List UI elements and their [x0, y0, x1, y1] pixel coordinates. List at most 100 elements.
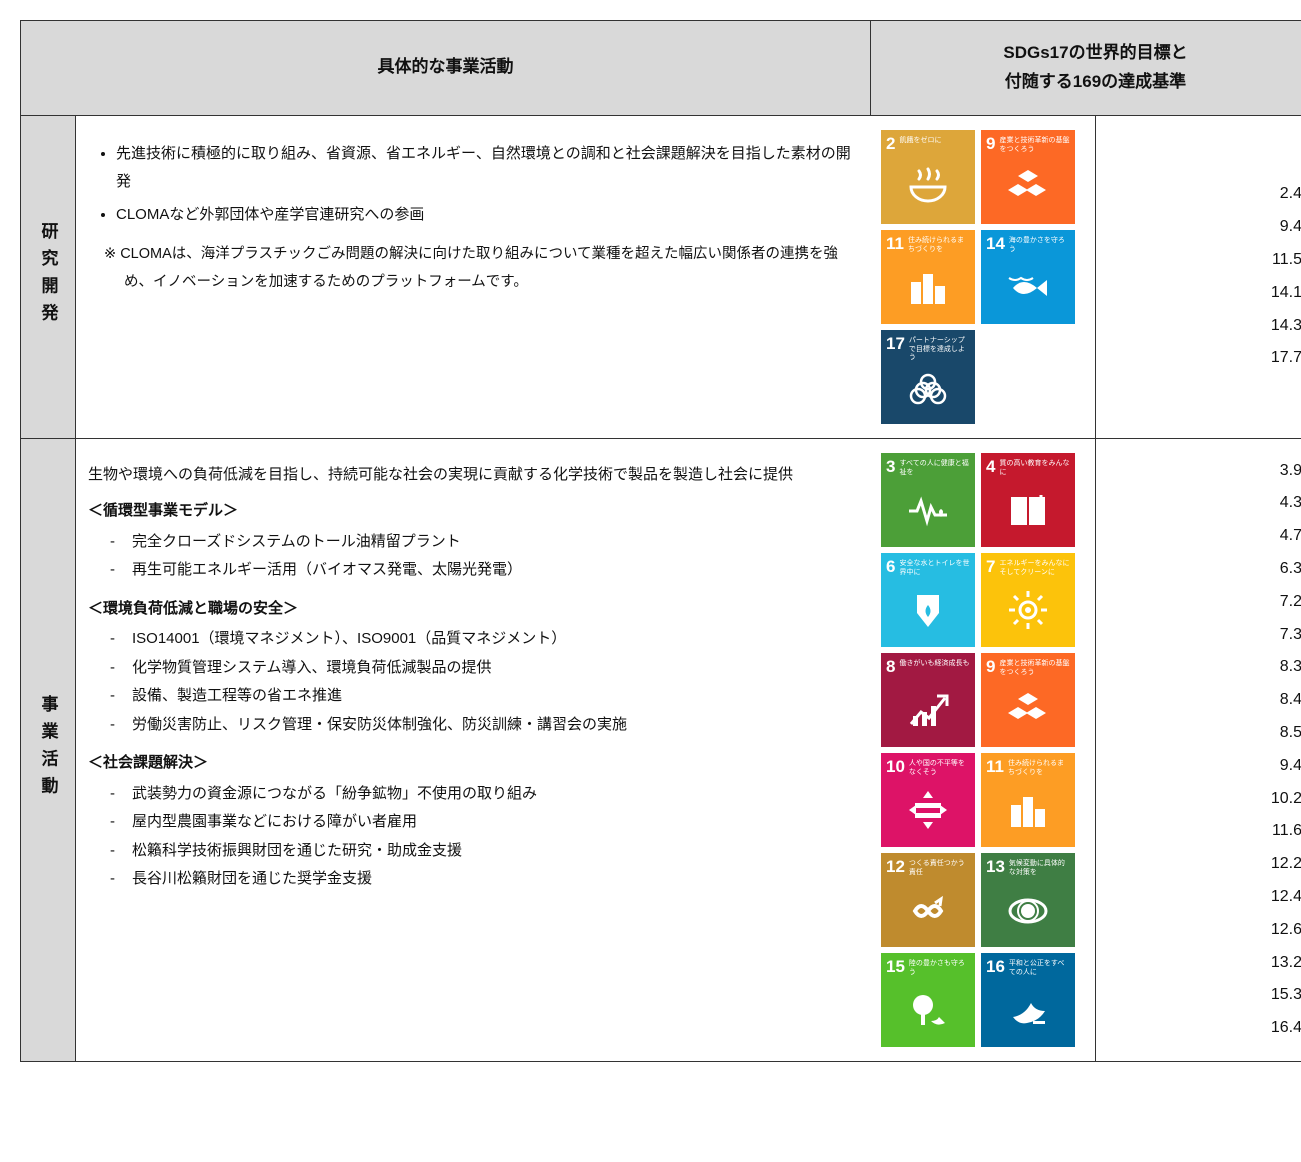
sdg-tile-num: 17	[886, 335, 905, 352]
target-value: 8.5	[1280, 717, 1301, 750]
target-value: 15.3	[1271, 979, 1301, 1012]
header-sdgs: SDGs17の世界的目標と 付随する169の達成基準	[871, 21, 1301, 116]
sdg-tile-num: 12	[886, 858, 905, 875]
row2-targets: 3.94.34.76.37.27.38.38.48.59.410.211.612…	[1096, 439, 1301, 1061]
sdg-tile-12: 12つくる責任つかう責任	[881, 853, 975, 947]
sdg-tile-icon	[886, 675, 970, 743]
sdg-tile-11: 11住み続けられるまちづくりを	[981, 753, 1075, 847]
sdg-tile-label: 産業と技術革新の基盤をつくろう	[999, 660, 1070, 678]
target-value: 14.1	[1271, 277, 1301, 310]
target-value: 12.4	[1271, 881, 1301, 914]
list-item: 労働災害防止、リスク管理・保安防災体制強化、防災訓練・講習会の実施	[132, 711, 851, 740]
sdg-tile-icon	[886, 477, 970, 543]
row1-label: 研究開発	[21, 116, 76, 439]
row1-tiles: 2飢餓をゼロに9産業と技術革新の基盤をつくろう11住み続けられるまちづくりを 14…	[871, 116, 1096, 439]
target-value: 12.2	[1271, 848, 1301, 881]
target-value: 16.4	[1271, 1012, 1301, 1045]
sdg-tile-num: 13	[986, 858, 1005, 875]
section-heading: ＜環境負荷低減と職場の安全＞	[88, 595, 851, 624]
target-value: 12.6	[1271, 914, 1301, 947]
sdg-tile-9: 9産業と技術革新の基盤をつくろう	[981, 653, 1075, 747]
sdg-tile-icon	[886, 877, 970, 943]
sdg-tile-16: 16平和と公正をすべての人に	[981, 953, 1075, 1047]
sdg-tile-icon	[986, 254, 1070, 320]
target-value: 8.4	[1280, 684, 1301, 717]
sdg-tile-4: 4質の高い教育をみんなに	[981, 453, 1075, 547]
section-heading: ＜社会課題解決＞	[88, 749, 851, 778]
sdg-tile-10: 10人や国の不平等をなくそう	[881, 753, 975, 847]
row2-label: 事業活動	[21, 439, 76, 1061]
sdg-tile-num: 3	[886, 458, 895, 475]
sdg-tile-label: 気候変動に具体的な対策を	[1009, 860, 1070, 878]
sdg-tile-17: 17パートナーシップで目標を達成しよう	[881, 330, 975, 424]
list-item: ISO14001（環境マネジメント）、ISO9001（品質マネジメント）	[132, 625, 851, 654]
target-value: 13.2	[1271, 947, 1301, 980]
sdg-tile-icon	[986, 777, 1070, 843]
sdg-tile-num: 4	[986, 458, 995, 475]
list-item: 化学物質管理システム導入、環境負荷低減製品の提供	[132, 654, 851, 683]
sdgs-activity-table: 具体的な事業活動 SDGs17の世界的目標と 付随する169の達成基準 研究開発…	[20, 20, 1301, 1062]
sdg-tile-label: 働きがいも経済成長も	[899, 660, 969, 669]
sdg-tile-icon	[986, 977, 1070, 1043]
sdg-tile-label: つくる責任つかう責任	[909, 860, 970, 878]
sdg-tile-icon	[886, 577, 970, 643]
header-activity-text: 具体的な事業活動	[378, 53, 514, 82]
sdg-tile-num: 11	[986, 758, 1004, 775]
sdg-tile-icon	[886, 777, 970, 843]
sdg-tile-11: 11住み続けられるまちづくりを	[881, 230, 975, 324]
sdg-tile-num: 6	[886, 558, 895, 575]
target-value: 11.5	[1272, 244, 1301, 277]
sdg-tile-icon	[886, 363, 970, 420]
sdg-tile-num: 14	[986, 235, 1005, 252]
sdg-tile-3: 3すべての人に健康と福祉を	[881, 453, 975, 547]
target-value: 7.3	[1280, 619, 1301, 652]
sdg-tile-icon	[986, 477, 1070, 543]
sdg-tile-label: すべての人に健康と福祉を	[899, 460, 970, 478]
sdg-tile-label: 平和と公正をすべての人に	[1009, 960, 1070, 978]
sdg-tile-num: 9	[986, 135, 995, 152]
header-sdgs-line2: 付随する169の達成基準	[1003, 68, 1187, 97]
row2-content: 生物や環境への負荷低減を目指し、持続可能な社会の実現に貢献する化学技術で製品を製…	[76, 439, 871, 1061]
list-item: 先進技術に積極的に取り組み、省資源、省エネルギー、自然環境との調和と社会課題解決…	[116, 140, 851, 197]
target-value: 14.3	[1271, 310, 1301, 343]
sdg-tile-icon	[986, 677, 1070, 743]
note-text: CLOMAは、海洋プラスチックごみ問題の解決に向けた取り組みについて業種を超えた…	[120, 246, 838, 290]
row1-bullets: 先進技術に積極的に取り組み、省資源、省エネルギー、自然環境との調和と社会課題解決…	[88, 140, 851, 230]
sdg-tile-icon	[886, 254, 970, 320]
row1-note: ※ CLOMAは、海洋プラスチックごみ問題の解決に向けた取り組みについて業種を超…	[88, 241, 851, 296]
list-item: 屋内型農園事業などにおける障がい者雇用	[132, 808, 851, 837]
sdg-tile-num: 9	[986, 658, 995, 675]
sdg-tile-9: 9産業と技術革新の基盤をつくろう	[981, 130, 1075, 224]
sdg-tile-icon	[886, 977, 970, 1043]
sdg-tile-num: 15	[886, 958, 905, 975]
list-item: 完全クローズドシステムのトール油精留プラント	[132, 528, 851, 557]
target-value: 4.7	[1280, 520, 1301, 553]
header-sdgs-line1: SDGs17の世界的目標と	[1003, 39, 1187, 68]
sdg-tile-num: 7	[986, 558, 995, 575]
target-value: 9.4	[1280, 750, 1301, 783]
list-item: 武装勢力の資金源につながる「紛争鉱物」不使用の取り組み	[132, 780, 851, 809]
header-activity: 具体的な事業活動	[21, 21, 871, 116]
section-list: 完全クローズドシステムのトール油精留プラント再生可能エネルギー活用（バイオマス発…	[88, 528, 851, 585]
sdg-tile-2: 2飢餓をゼロに	[881, 130, 975, 224]
sdg-tile-icon	[986, 577, 1070, 643]
sdg-tile-num: 8	[886, 658, 895, 675]
list-item: 長谷川松籟財団を通じた奨学金支援	[132, 865, 851, 894]
sdg-tile-label: 海の豊かさを守ろう	[1009, 237, 1070, 255]
target-value: 7.2	[1280, 586, 1301, 619]
sdg-tile-label: 安全な水とトイレを世界中に	[899, 560, 970, 578]
target-value: 4.3	[1280, 487, 1301, 520]
section-list: 武装勢力の資金源につながる「紛争鉱物」不使用の取り組み屋内型農園事業などにおける…	[88, 780, 851, 894]
sdg-tile-13: 13気候変動に具体的な対策を	[981, 853, 1075, 947]
target-value: 11.6	[1272, 815, 1301, 848]
sdg-tile-label: エネルギーをみんなにそしてクリーンに	[999, 560, 1070, 578]
sdg-tile-icon	[986, 154, 1070, 220]
row1-targets: 2.49.411.514.114.317.7	[1096, 116, 1301, 439]
target-value: 6.3	[1280, 553, 1301, 586]
sdg-tile-label: 住み続けられるまちづくりを	[908, 237, 970, 255]
sdg-tile-icon	[886, 152, 970, 220]
sdg-tile-num: 10	[886, 758, 905, 775]
section-list: ISO14001（環境マネジメント）、ISO9001（品質マネジメント）化学物質…	[88, 625, 851, 739]
target-value: 3.9	[1280, 455, 1301, 488]
sdg-tile-label: 質の高い教育をみんなに	[999, 460, 1070, 478]
